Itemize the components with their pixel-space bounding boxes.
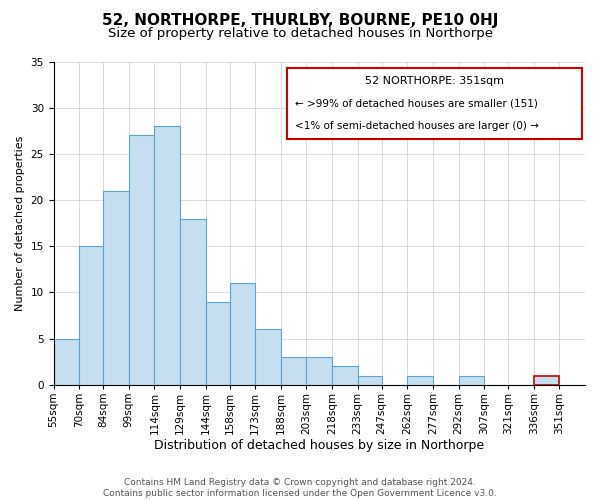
Bar [103, 191, 129, 385]
Bar [154, 126, 180, 385]
Y-axis label: Number of detached properties: Number of detached properties [15, 136, 25, 311]
Text: Contains HM Land Registry data © Crown copyright and database right 2024.
Contai: Contains HM Land Registry data © Crown c… [103, 478, 497, 498]
Bar [281, 357, 307, 385]
Text: Size of property relative to detached houses in Northorpe: Size of property relative to detached ho… [107, 28, 493, 40]
Bar [180, 218, 206, 385]
Bar [53, 338, 79, 385]
Text: <1% of semi-detached houses are larger (0) →: <1% of semi-detached houses are larger (… [295, 122, 539, 132]
Bar [255, 330, 281, 385]
Text: ← >99% of detached houses are smaller (151): ← >99% of detached houses are smaller (1… [295, 98, 538, 108]
Bar [230, 283, 255, 385]
Bar [407, 376, 433, 385]
FancyBboxPatch shape [287, 68, 583, 139]
Text: 52 NORTHORPE: 351sqm: 52 NORTHORPE: 351sqm [365, 76, 505, 86]
Bar [332, 366, 358, 385]
X-axis label: Distribution of detached houses by size in Northorpe: Distribution of detached houses by size … [154, 440, 484, 452]
Bar [206, 302, 230, 385]
Text: 52, NORTHORPE, THURLBY, BOURNE, PE10 0HJ: 52, NORTHORPE, THURLBY, BOURNE, PE10 0HJ [102, 12, 498, 28]
Bar [79, 246, 103, 385]
Bar [307, 357, 332, 385]
Bar [358, 376, 382, 385]
Bar [458, 376, 484, 385]
Bar [129, 136, 154, 385]
Bar [534, 376, 559, 385]
